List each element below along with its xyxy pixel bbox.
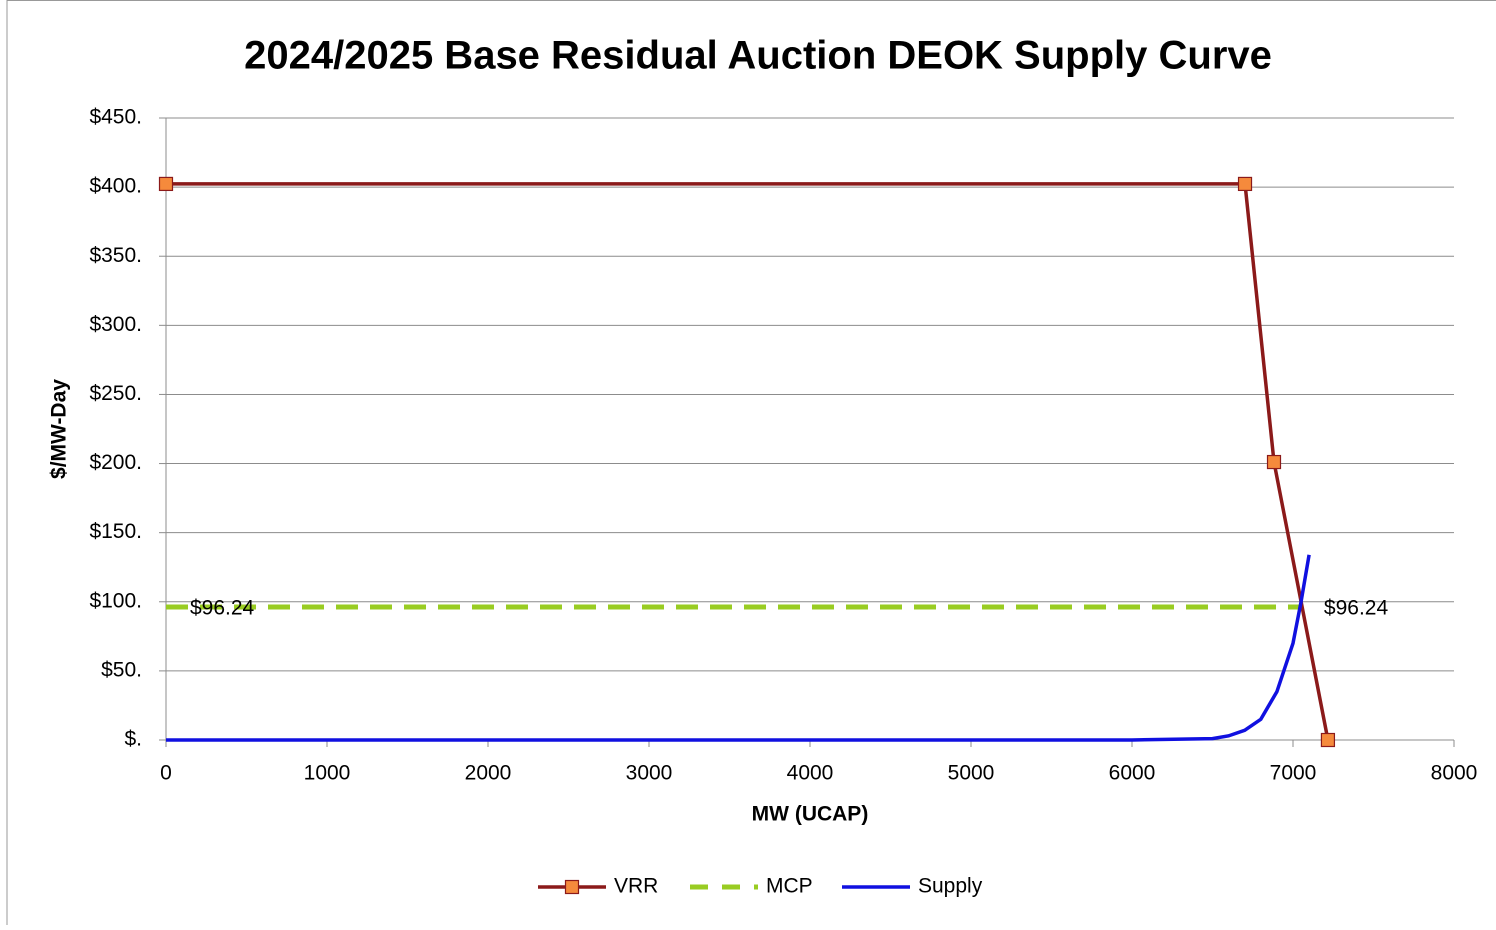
y-tick-label: $100. (89, 589, 142, 612)
y-tick-label: $50. (101, 658, 142, 681)
x-tick-label: 6000 (1109, 762, 1156, 785)
y-tick-label: $200. (89, 451, 142, 474)
y-tick-label: $250. (89, 382, 142, 405)
y-tick-label: $450. (89, 106, 142, 129)
legend-label: Supply (918, 875, 983, 898)
legend-label: MCP (766, 875, 813, 898)
legend-label: VRR (614, 875, 658, 898)
x-tick-label: 4000 (787, 762, 834, 785)
x-tick-label: 7000 (1270, 762, 1317, 785)
y-tick-label: $. (124, 728, 142, 751)
legend-marker (564, 879, 580, 895)
y-tick-label: $300. (89, 313, 142, 336)
y-axis-label: $/MW-Day (48, 379, 71, 479)
series-line (166, 554, 1311, 742)
series-marker (1237, 176, 1253, 192)
series-line (166, 182, 1330, 741)
series-marker (158, 176, 174, 192)
x-tick-label: 5000 (948, 762, 995, 785)
x-tick-label: 2000 (465, 762, 512, 785)
data-label: $96.24 (190, 597, 255, 620)
chart-title: 2024/2025 Base Residual Auction DEOK Sup… (244, 34, 1272, 78)
data-label: $96.24 (1324, 597, 1389, 620)
x-tick-label: 0 (160, 762, 172, 785)
x-tick-label: 8000 (1431, 762, 1478, 785)
x-axis-label: MW (UCAP) (752, 803, 869, 826)
x-tick-label: 3000 (626, 762, 673, 785)
y-tick-label: $400. (89, 175, 142, 198)
series-marker (1266, 454, 1282, 470)
y-tick-label: $350. (89, 244, 142, 267)
chart-frame (6, 0, 1496, 930)
series-marker (1320, 732, 1336, 748)
x-tick-label: 1000 (304, 762, 351, 785)
y-tick-label: $150. (89, 520, 142, 543)
